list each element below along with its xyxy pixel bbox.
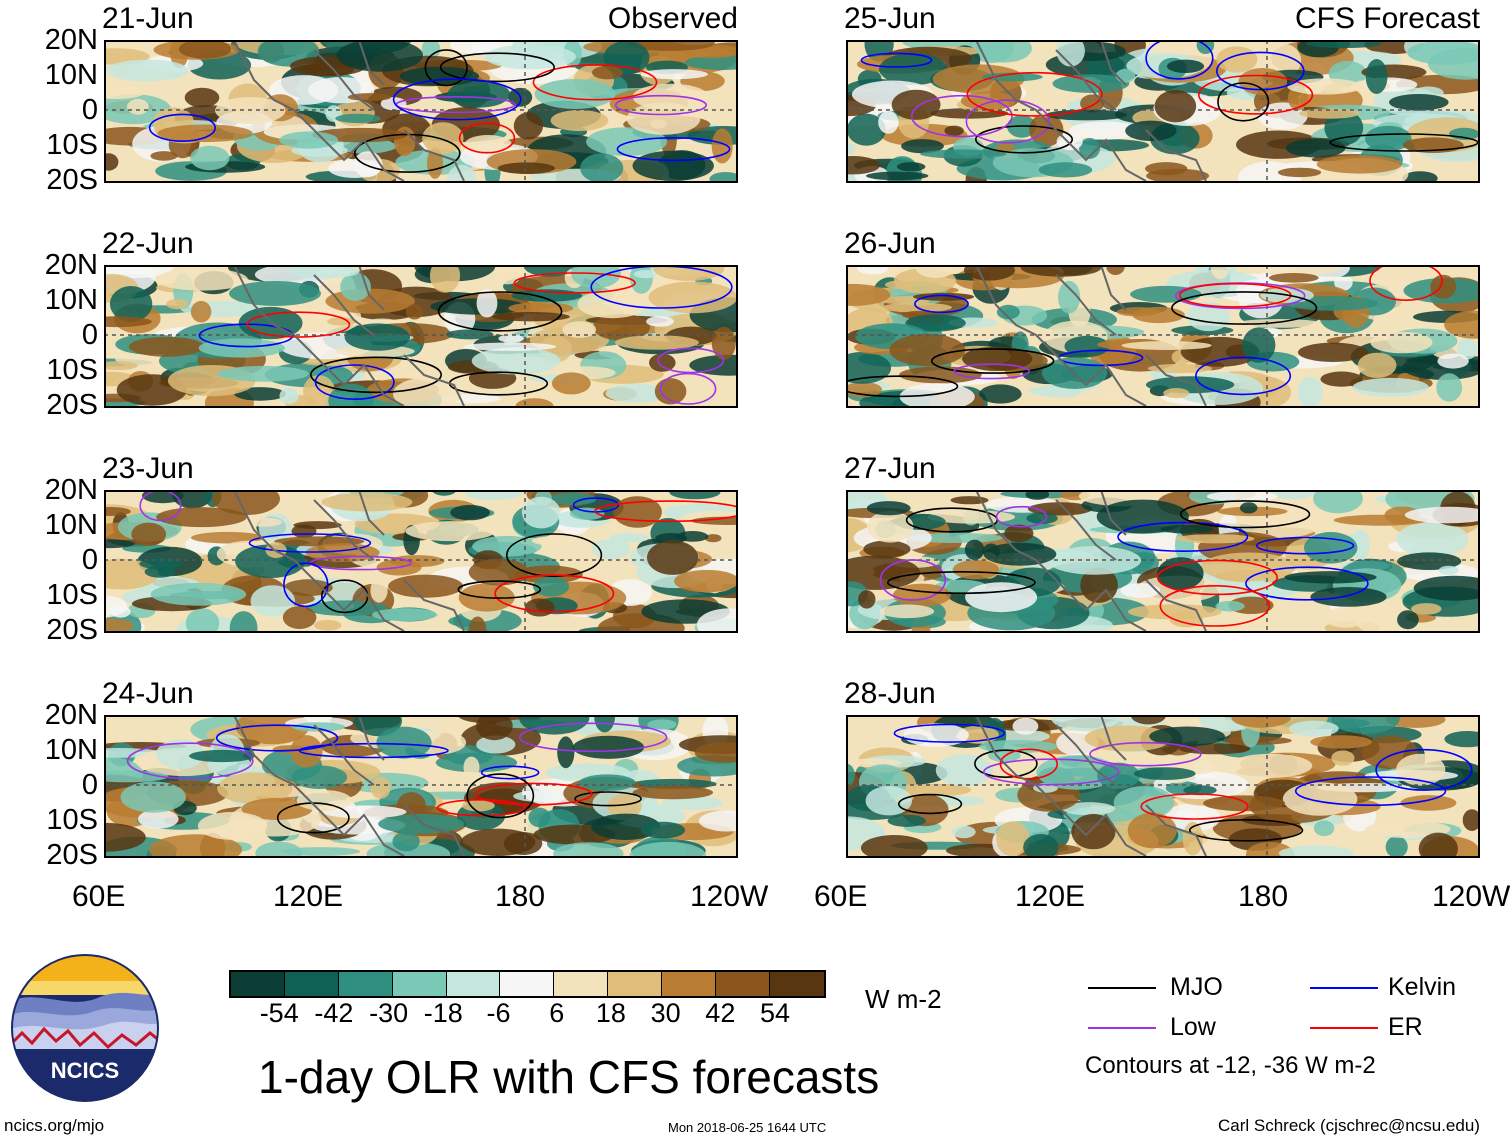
panel-date: 25-Jun [844, 2, 936, 35]
lon-label-180-right: 180 [1238, 880, 1289, 913]
lat-label: 20N [44, 699, 98, 731]
colorbar-swatch [662, 972, 717, 996]
forecast-label: CFS Forecast [1294, 2, 1480, 35]
olr-map [846, 265, 1478, 406]
colorbar-swatch [554, 972, 609, 996]
lat-label: 20S [46, 839, 98, 871]
ncics-logo: NCICS [11, 954, 159, 1102]
legend-er-line [1310, 1027, 1378, 1029]
panel-forecast-3: 27-Jun [844, 454, 1480, 633]
colorbar-swatch [716, 972, 770, 996]
colorbar-tick-label: 6 [549, 998, 565, 1028]
lat-label: 10S [46, 579, 98, 611]
legend-low-label: Low [1170, 1013, 1216, 1041]
units-label: W m-2 [865, 984, 942, 1014]
lon-label-120e-right: 120E [1015, 880, 1086, 913]
observed-label: Observed [607, 2, 738, 35]
lat-label: 20S [46, 389, 98, 421]
footer-url: ncics.org/mjo [4, 1116, 105, 1135]
panel-date: 28-Jun [844, 677, 936, 710]
panel-date: 24-Jun [102, 677, 194, 710]
colorbar-swatch [769, 972, 824, 996]
lat-label: 10S [46, 804, 98, 836]
lat-label: 0 [81, 94, 98, 126]
panel-observed-4: 24-Jun [102, 679, 738, 858]
olr-map [104, 490, 736, 631]
colorbar-swatch [446, 972, 501, 996]
colorbar-swatch [231, 972, 285, 996]
colorbar-swatch [338, 972, 393, 996]
panel-forecast-4: 28-Jun [844, 679, 1480, 858]
figure-title: 1-day OLR with CFS forecasts [258, 1051, 880, 1103]
lat-label: 10S [46, 354, 98, 386]
colorbar [229, 970, 826, 998]
lat-label: 20S [46, 164, 98, 196]
legend-note: Contours at -12, -36 W m-2 [1085, 1052, 1376, 1079]
lat-label: 20N [44, 24, 98, 56]
legend-kelvin-label: Kelvin [1388, 973, 1457, 1001]
legend-er-label: ER [1388, 1013, 1423, 1041]
lon-label-60e-right: 60E [814, 880, 868, 913]
lon-label-180-left: 180 [495, 880, 546, 913]
lat-label: 10N [44, 59, 98, 91]
colorbar-tick-label: -6 [486, 998, 511, 1028]
olr-map [846, 490, 1478, 631]
panel-date: 23-Jun [102, 452, 194, 485]
olr-map [104, 40, 736, 181]
lat-label: 10N [44, 734, 98, 766]
colorbar-swatch [608, 972, 663, 996]
colorbar-tick-label: -30 [369, 998, 409, 1028]
colorbar-swatch [500, 972, 555, 996]
legend-mjo-line [1088, 987, 1156, 989]
lat-label: 10N [44, 509, 98, 541]
lat-label: 20S [46, 614, 98, 646]
legend-kelvin-line [1310, 987, 1378, 989]
olr-map [104, 265, 736, 406]
lon-label-120w-right: 120W [1432, 880, 1510, 913]
lat-label: 0 [81, 544, 98, 576]
olr-map [104, 715, 736, 856]
lon-label-120e-left: 120E [273, 880, 344, 913]
panel-date: 27-Jun [844, 452, 936, 485]
footer-author: Carl Schreck (cjschrec@ncsu.edu) [1218, 1116, 1480, 1135]
colorbar-swatch [284, 972, 339, 996]
lat-label: 20N [44, 474, 98, 506]
lat-label: 10N [44, 284, 98, 316]
lat-label: 0 [81, 319, 98, 351]
lon-label-60e-left: 60E [72, 880, 126, 913]
panel-date: 22-Jun [102, 227, 194, 260]
panel-date: 26-Jun [844, 227, 936, 260]
colorbar-tick-label: 42 [705, 998, 736, 1028]
panel-observed-1: 21-Jun Observed [102, 4, 738, 183]
legend-low-line [1088, 1027, 1156, 1029]
colorbar-tick-label: 54 [760, 998, 791, 1028]
olr-map [846, 40, 1478, 181]
lat-label: 0 [81, 769, 98, 801]
lat-label: 20N [44, 249, 98, 281]
logo-text: NCICS [51, 1058, 119, 1083]
panel-date: 21-Jun [102, 2, 194, 35]
footer-timestamp: Mon 2018-06-25 1644 UTC [668, 1120, 827, 1135]
colorbar-tick-label: 18 [595, 998, 626, 1028]
colorbar-tick-label: -42 [314, 998, 354, 1028]
panel-forecast-2: 26-Jun [844, 229, 1480, 408]
lat-label: 10S [46, 129, 98, 161]
colorbar-tick-label: -18 [423, 998, 463, 1028]
panel-observed-3: 23-Jun [102, 454, 738, 633]
olr-map [846, 715, 1478, 856]
panel-observed-2: 22-Jun [102, 229, 738, 408]
colorbar-tick-label: -54 [259, 998, 299, 1028]
legend-mjo-label: MJO [1170, 973, 1223, 1001]
panel-forecast-1: 25-Jun CFS Forecast [844, 4, 1480, 183]
lon-label-120w-left: 120W [690, 880, 769, 913]
colorbar-tick-label: 30 [650, 998, 681, 1028]
colorbar-swatch [392, 972, 447, 996]
